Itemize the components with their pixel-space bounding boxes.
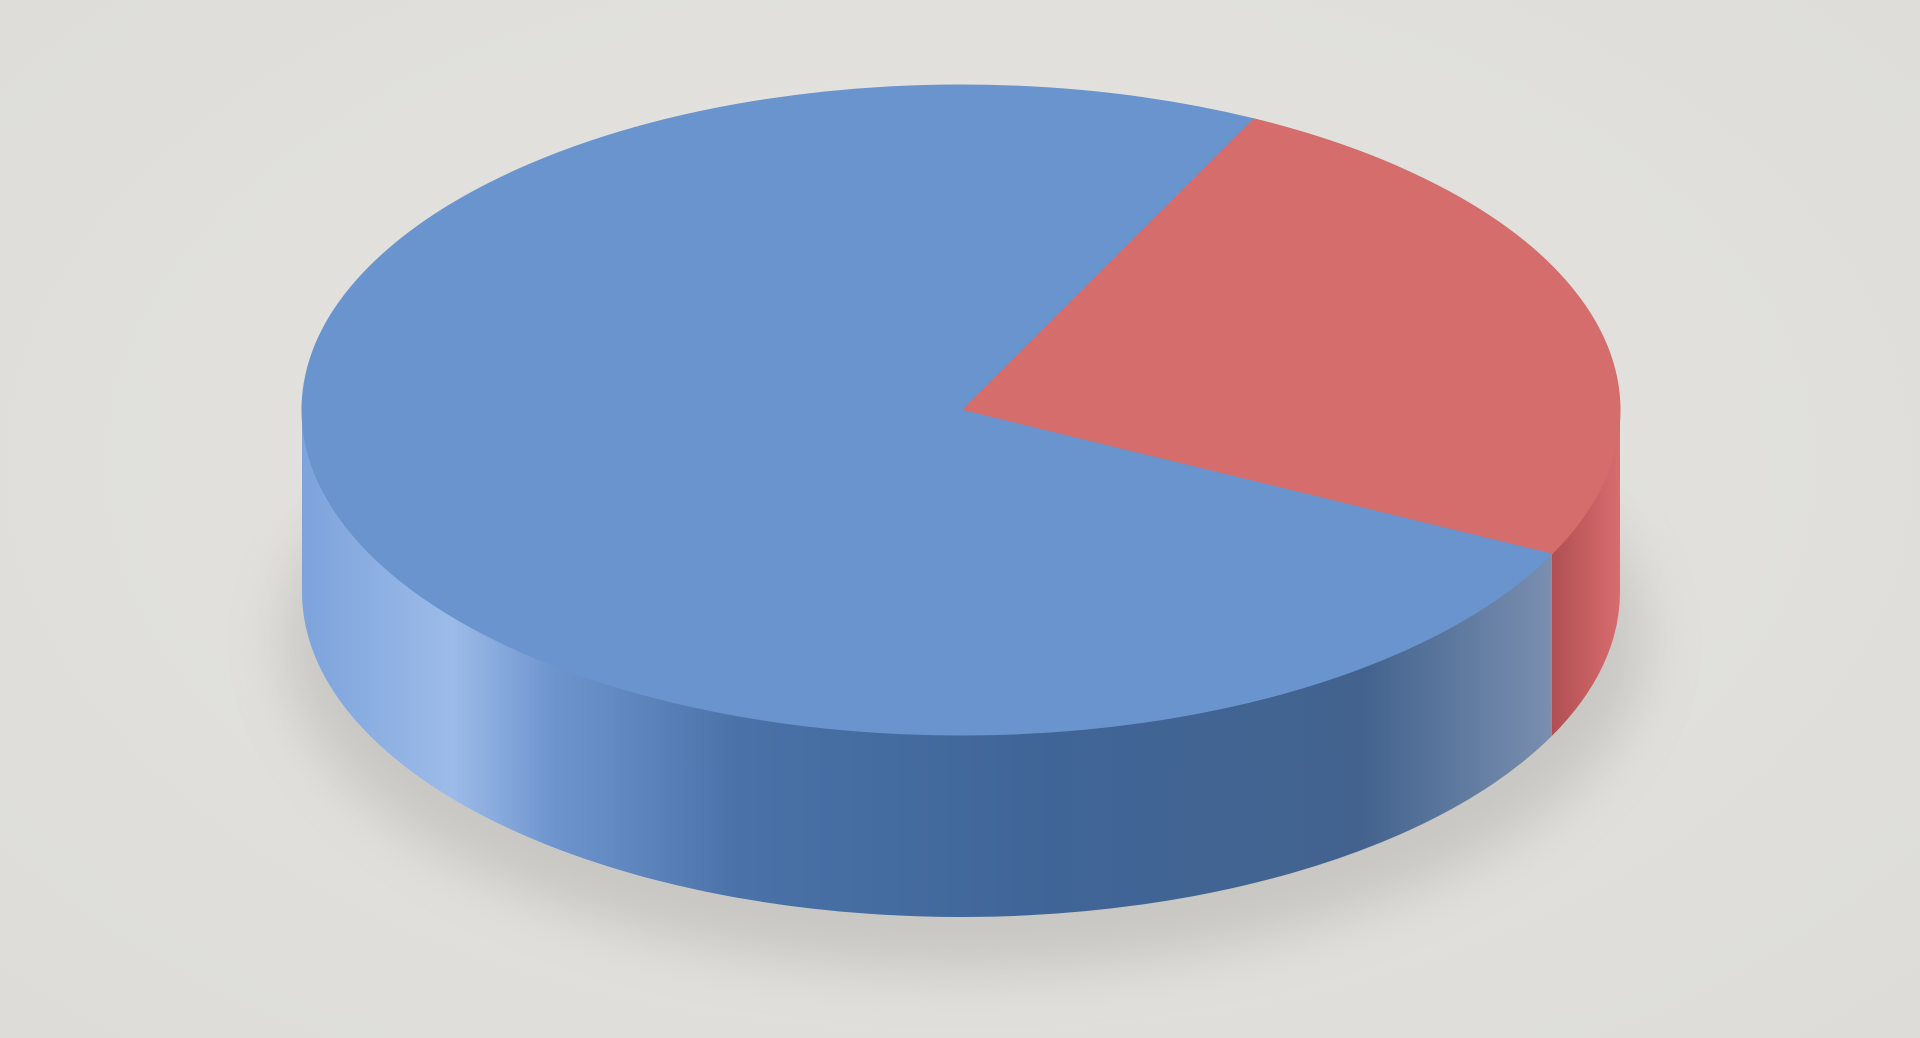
pie-slice-top-0: [960, 118, 1621, 555]
pie-slice-side-1: [302, 410, 1552, 918]
pie-slice-top-1: [301, 84, 1553, 736]
pie-slice-side-0: [1551, 410, 1620, 736]
